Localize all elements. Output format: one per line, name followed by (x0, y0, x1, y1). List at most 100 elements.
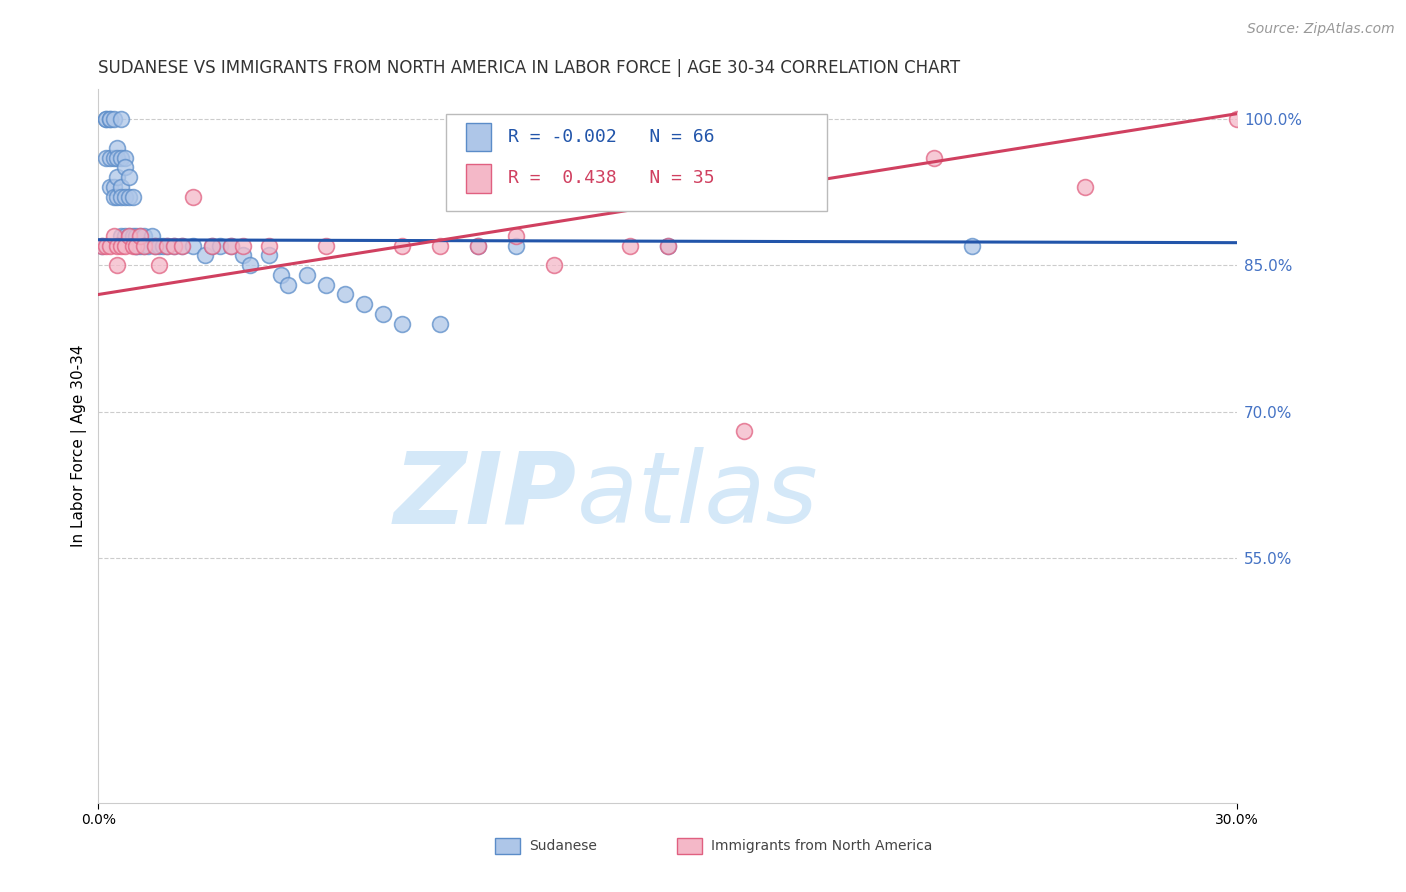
Point (259, 238, 281, 252)
Point (98, 151, 121, 165)
Point (125, 228, 148, 243)
Point (201, 238, 224, 252)
Point (107, 151, 129, 165)
Point (163, 238, 186, 252)
Point (429, 317, 451, 331)
Point (270, 268, 292, 282)
Point (152, 238, 174, 252)
Point (232, 248, 254, 262)
Point (148, 238, 170, 252)
Point (103, 112, 125, 126)
Point (145, 238, 167, 252)
Point (371, 307, 394, 321)
Point (232, 238, 254, 252)
FancyBboxPatch shape (467, 123, 491, 152)
Point (91, 238, 114, 252)
Point (221, 238, 243, 252)
Point (145, 238, 167, 252)
Point (94, 151, 117, 165)
Point (110, 151, 132, 165)
Point (619, 238, 641, 252)
Point (103, 151, 125, 165)
Point (335, 287, 357, 301)
Point (98, 180, 121, 194)
Point (136, 238, 159, 252)
Point (114, 161, 136, 175)
Point (107, 170, 129, 185)
Point (114, 238, 136, 252)
Y-axis label: In Labor Force | Age 30-34: In Labor Force | Age 30-34 (72, 344, 87, 548)
Point (657, 238, 679, 252)
Point (141, 228, 163, 243)
Point (132, 228, 155, 243)
Point (107, 238, 129, 252)
Point (114, 151, 136, 165)
Point (353, 297, 375, 311)
Point (110, 180, 132, 194)
Text: SUDANESE VS IMMIGRANTS FROM NORTH AMERICA IN LABOR FORCE | AGE 30-34 CORRELATION: SUDANESE VS IMMIGRANTS FROM NORTH AMERIC… (98, 59, 960, 77)
Point (107, 190, 129, 204)
Point (103, 180, 125, 194)
Point (132, 238, 155, 252)
Text: R =  0.438   N = 35: R = 0.438 N = 35 (509, 169, 716, 187)
Point (94, 238, 117, 252)
Point (98, 112, 121, 126)
Point (98, 112, 121, 126)
Point (121, 228, 143, 243)
Point (315, 238, 337, 252)
Text: Immigrants from North America: Immigrants from North America (711, 838, 932, 853)
Point (297, 268, 319, 282)
Point (505, 228, 527, 243)
Point (960, 238, 983, 252)
Point (733, 425, 755, 439)
Point (156, 238, 179, 252)
Point (125, 238, 148, 252)
Point (110, 238, 132, 252)
Point (114, 228, 136, 243)
FancyBboxPatch shape (676, 838, 702, 855)
Point (221, 238, 243, 252)
Point (922, 151, 945, 165)
Point (110, 228, 132, 243)
Point (132, 238, 155, 252)
FancyBboxPatch shape (495, 838, 520, 855)
Text: Source: ZipAtlas.com: Source: ZipAtlas.com (1247, 22, 1395, 37)
Point (129, 238, 152, 252)
Point (103, 190, 125, 204)
Point (125, 238, 148, 252)
Point (103, 228, 125, 243)
Point (183, 190, 205, 204)
FancyBboxPatch shape (467, 164, 491, 193)
Point (657, 238, 679, 252)
Point (91, 238, 114, 252)
Point (1074, 180, 1097, 194)
Point (129, 228, 152, 243)
Point (429, 238, 451, 252)
Point (543, 258, 565, 272)
Point (121, 238, 143, 252)
Point (201, 238, 224, 252)
Point (1226, 112, 1249, 126)
Point (239, 258, 262, 272)
Point (505, 238, 527, 252)
Point (170, 238, 193, 252)
Point (110, 190, 132, 204)
Point (170, 238, 193, 252)
Point (110, 112, 132, 126)
Point (259, 248, 281, 262)
Point (391, 238, 413, 252)
Point (391, 317, 413, 331)
Point (94, 112, 117, 126)
Point (125, 238, 148, 252)
Text: Sudanese: Sudanese (529, 838, 596, 853)
Text: ZIP: ZIP (394, 448, 576, 544)
Text: R = -0.002   N = 66: R = -0.002 N = 66 (509, 128, 716, 146)
Point (148, 258, 170, 272)
FancyBboxPatch shape (446, 114, 827, 211)
Point (98, 238, 121, 252)
Point (114, 190, 136, 204)
Point (467, 238, 489, 252)
Point (121, 190, 143, 204)
Point (315, 277, 337, 292)
Text: atlas: atlas (576, 448, 818, 544)
